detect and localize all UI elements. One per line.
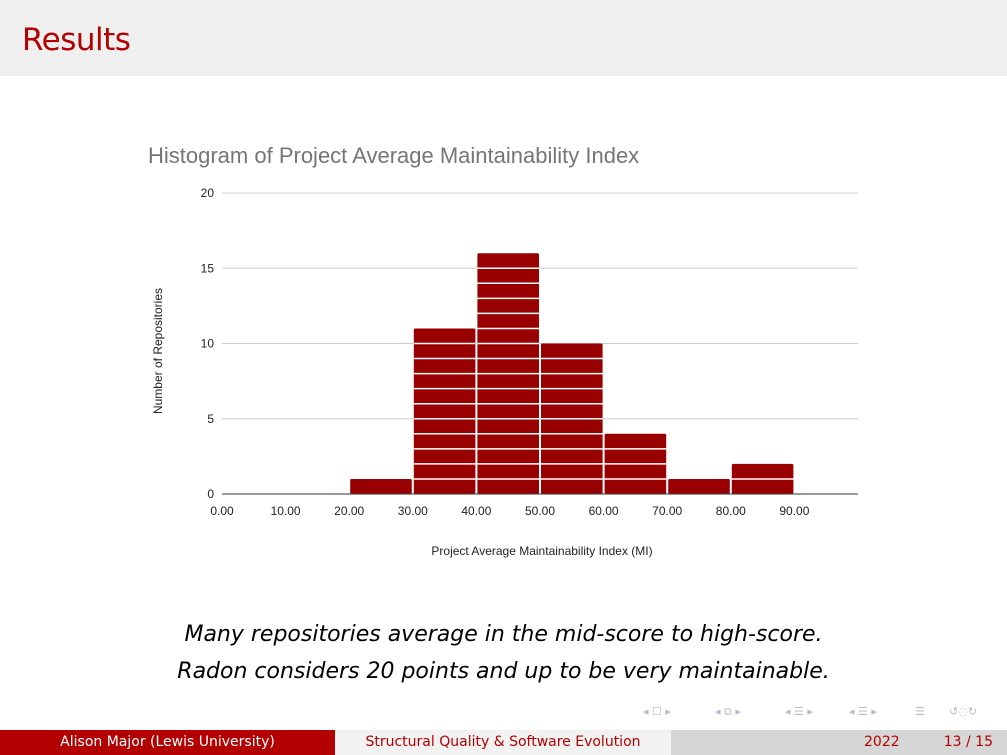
histogram-bar — [668, 478, 730, 494]
y-tick-label: 20 — [201, 186, 215, 200]
frame-title-bar: Results — [0, 0, 1007, 76]
nav-slide-icon[interactable]: ◂ ☐ ▸ — [643, 705, 671, 718]
nav-search-icon[interactable]: ↺◌↻ — [949, 705, 978, 718]
footer-talk-title: Structural Quality & Software Evolution — [335, 730, 671, 755]
histogram-bar — [413, 328, 476, 494]
footer-year: 2022 — [864, 734, 900, 750]
x-tick-label: 30.00 — [398, 504, 428, 518]
nav-section-icon[interactable]: ◂ ☰ ▸ — [849, 705, 877, 718]
x-tick-label: 10.00 — [271, 504, 301, 518]
nav-subsection-icon[interactable]: ◂ ☰ ▸ — [785, 705, 813, 718]
slide-title: Results — [22, 22, 131, 58]
histogram-bar — [350, 478, 412, 494]
x-tick-label: 80.00 — [716, 504, 746, 518]
beamer-navigation-symbols[interactable]: ◂ ☐ ▸ ◂ ⧉ ▸ ◂ ☰ ▸ ◂ ☰ ▸ ☰ ↺◌↻ — [627, 705, 997, 725]
chart-title: Histogram of Project Average Maintainabi… — [148, 143, 639, 168]
footer: Alison Major (Lewis University) Structur… — [0, 730, 1007, 755]
y-tick-label: 0 — [207, 487, 214, 501]
footer-page-number: 13 / 15 — [943, 734, 993, 750]
x-tick-label: 90.00 — [779, 504, 809, 518]
y-axis-label: Number of Repositories — [151, 288, 165, 414]
x-tick-label: 0.00 — [210, 504, 234, 518]
y-tick-label: 10 — [201, 337, 215, 351]
y-tick-label: 15 — [201, 261, 215, 275]
x-tick-label: 50.00 — [525, 504, 555, 518]
histogram-chart: Histogram of Project Average Maintainabi… — [148, 143, 858, 558]
nav-frame-icon[interactable]: ◂ ⧉ ▸ — [715, 705, 741, 718]
caption-line-1: Many repositories average in the mid-sco… — [184, 622, 823, 647]
caption-line-2: Radon considers 20 points and up to be v… — [177, 659, 830, 684]
x-tick-label: 60.00 — [589, 504, 619, 518]
y-tick-label: 5 — [207, 412, 214, 426]
x-tick-label: 70.00 — [652, 504, 682, 518]
x-axis-label: Project Average Maintainability Index (M… — [431, 544, 652, 558]
x-tick-label: 40.00 — [461, 504, 491, 518]
footer-author: Alison Major (Lewis University) — [0, 730, 335, 755]
x-tick-label: 20.00 — [334, 504, 364, 518]
footer-right: 2022 13 / 15 — [671, 730, 1007, 755]
nav-appendix-icon[interactable]: ☰ — [915, 705, 925, 718]
